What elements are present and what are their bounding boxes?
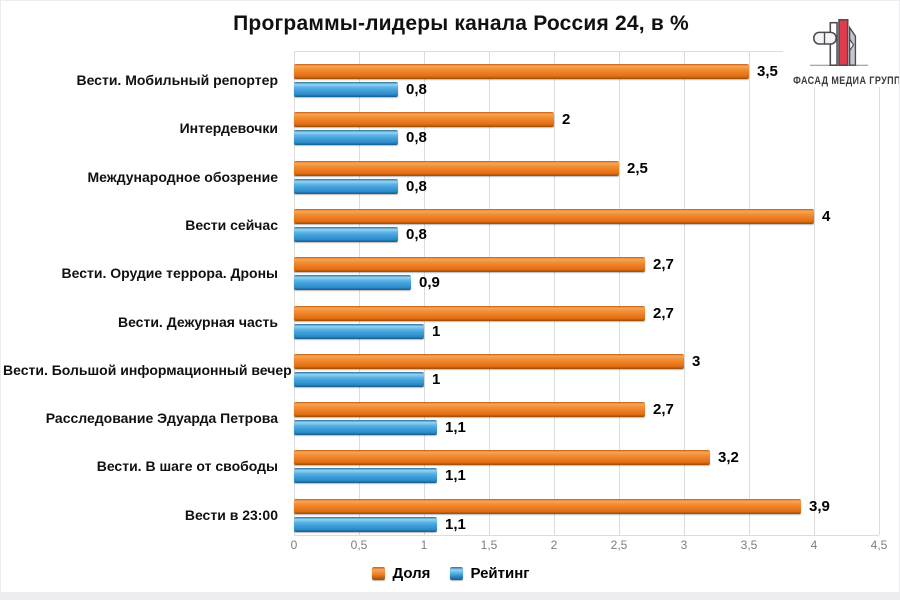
reyting-bar: [294, 468, 437, 484]
category-label: Вести. Большой информационный вечер: [3, 361, 292, 378]
x-tick-label: 3: [680, 538, 688, 552]
gridline: [359, 52, 360, 535]
value-label: 0,8: [406, 225, 427, 243]
bar-group: 2 0,8: [294, 100, 879, 148]
category-label: Вести. Дежурная часть: [117, 313, 278, 330]
logo: ФАСАД МЕДИА ГРУПП: [783, 14, 900, 87]
bottom-strip: [1, 592, 899, 599]
legend-item-reyting: Рейтинг: [450, 564, 530, 582]
gridline: [294, 52, 295, 535]
value-label: 2,7: [653, 304, 674, 322]
gridline: [424, 52, 425, 535]
reyting-bar: [294, 323, 424, 339]
reyting-bar: [294, 420, 437, 436]
reyting-bar: [294, 130, 398, 146]
dolya-bar: [294, 498, 801, 514]
dolya-bar: [294, 160, 619, 176]
value-label: 2,5: [627, 159, 648, 177]
gridline: [554, 52, 555, 535]
chart-title: Программы-лидеры канала Россия 24, в %: [233, 12, 689, 35]
gridline: [684, 52, 685, 535]
value-label: 1,1: [445, 419, 466, 437]
value-label: 2,7: [653, 401, 674, 419]
plot-area: 3,5 0,8 2 0,8 2,5 0,8 4 0,8 2,7 0,9 2,7 1 3 1 2,7 1,1 3,…: [294, 51, 880, 536]
category-label: Интердевочки: [179, 120, 278, 137]
value-label: 1: [432, 322, 441, 340]
gridline: [619, 52, 620, 535]
gridline: [749, 52, 750, 535]
bar-group: 2,5 0,8: [294, 149, 879, 197]
reyting-bar: [294, 371, 424, 387]
value-label: 2,7: [653, 256, 674, 274]
dolya-bar: [294, 305, 645, 321]
dolya-bar: [294, 208, 814, 224]
reyting-bar: [294, 226, 398, 242]
value-label: 0,8: [406, 129, 427, 147]
dolya-bar: [294, 257, 645, 273]
bar-group: 2,7 1,1: [294, 390, 879, 438]
value-label: 2: [562, 111, 571, 129]
legend-swatch-dolya: [372, 566, 386, 580]
value-label: 3,9: [809, 497, 830, 515]
legend-item-dolya: Доля: [372, 565, 430, 582]
x-tick-label: 2,5: [610, 538, 628, 552]
category-label: Вести в 23:00: [184, 506, 278, 523]
value-label: 1,1: [445, 515, 466, 533]
dolya-bar: [294, 112, 554, 128]
legend-label: Доля: [392, 564, 431, 582]
legend: Доля Рейтинг: [1, 561, 899, 585]
x-tick-label: 0: [290, 538, 298, 552]
bar-group: 4 0,8: [294, 197, 879, 245]
value-label: 0,8: [406, 81, 427, 98]
dolya-bar: [294, 402, 645, 418]
logo-text: ФАСАД МЕДИА ГРУПП: [793, 75, 900, 87]
x-tick-label: 3,5: [740, 538, 758, 552]
value-label: 1: [432, 370, 441, 388]
x-tick-label: 1,5: [480, 538, 498, 552]
value-label: 3,2: [718, 449, 739, 467]
dolya-bar: [294, 450, 710, 466]
x-tick-label: 0,5: [350, 538, 368, 552]
gridline: [879, 52, 880, 535]
reyting-bar: [294, 275, 411, 291]
reyting-bar: [294, 178, 398, 194]
x-tick-label: 1: [420, 538, 428, 552]
fasad-media-logo-icon: [810, 19, 868, 67]
x-tick-label: 2: [550, 538, 558, 552]
value-label: 3,5: [757, 63, 778, 80]
category-label: Вести. Мобильный репортер: [76, 72, 278, 88]
category-label: Международное обозрение: [87, 168, 278, 185]
value-label: 4: [822, 207, 831, 225]
category-label: Расследование Эдуарда Петрова: [45, 410, 278, 427]
category-label: Вести. В шаге от свободы: [96, 458, 278, 475]
category-axis: Вести. Мобильный репортер Интердевочки Меж…: [1, 51, 292, 534]
value-label: 1,1: [445, 467, 466, 485]
value-label: 0,8: [406, 177, 427, 195]
bar-group: 3,2 1,1: [294, 438, 879, 486]
bar-group: 2,7 1: [294, 294, 879, 342]
reyting-bar: [294, 516, 437, 532]
gridline: [489, 52, 490, 535]
x-tick-label: 4,5: [870, 538, 888, 552]
dolya-bar: [294, 353, 684, 369]
gridline: [814, 52, 815, 535]
category-label: Вести сейчас: [185, 216, 278, 233]
dolya-bar: [294, 64, 749, 79]
reyting-bar: [294, 82, 398, 97]
bar-group: 3,5 0,8: [294, 52, 879, 100]
bar-group: 3,9 1,1: [294, 487, 879, 535]
bar-group: 2,7 0,9: [294, 245, 879, 293]
x-tick-label: 4: [810, 538, 818, 552]
x-axis: 0 0,5 1 1,5 2 2,5 3 3,5 4 4,5: [290, 538, 888, 556]
category-label: Вести. Орудие террора. Дроны: [61, 265, 278, 282]
value-label: 3: [692, 352, 701, 370]
value-label: 0,9: [419, 274, 440, 292]
legend-swatch-reyting: [450, 566, 464, 580]
legend-label: Рейтинг: [470, 564, 530, 582]
